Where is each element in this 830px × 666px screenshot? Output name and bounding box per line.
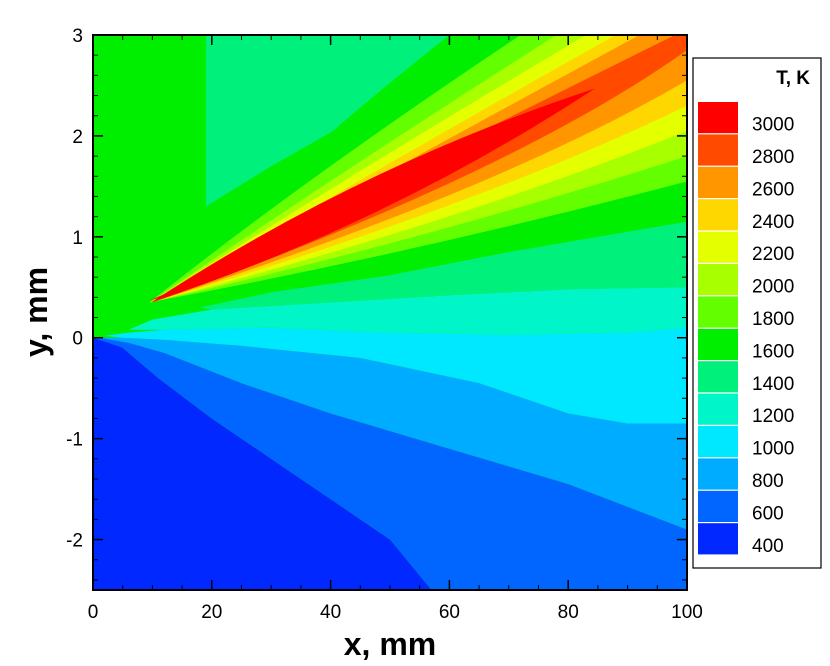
- legend: T, K 3000 2800 2600 2400 2200 2000 1800 1600 140…: [692, 57, 822, 569]
- legend-label-2800: 2800: [752, 147, 794, 168]
- legend-label-2200: 2200: [752, 244, 794, 265]
- x-tick-label: 40: [320, 602, 341, 623]
- y-tick-label: -1: [66, 430, 83, 451]
- x-tick-label: 20: [201, 602, 222, 623]
- legend-label-1200: 1200: [752, 406, 794, 427]
- legend-title: T, K: [776, 68, 810, 89]
- plot-area: [93, 35, 687, 590]
- legend-swatch-1000: [698, 426, 738, 458]
- contour-plumes: [150, 88, 595, 303]
- legend-label-1400: 1400: [752, 374, 794, 395]
- legend-swatch-2600: [698, 166, 738, 198]
- x-tick-label: 0: [88, 602, 99, 623]
- contour-region-600: [93, 337, 687, 590]
- contour-regions: [93, 35, 687, 590]
- legend-swatch-2000: [698, 264, 738, 296]
- contour-region-1400: [199, 221, 687, 310]
- x-tick-label: 80: [558, 602, 579, 623]
- y-tick-label: 3: [72, 26, 83, 47]
- legend-swatch-2400: [698, 199, 738, 231]
- x-axis-title: x, mm: [344, 626, 436, 662]
- contour-region-1000: [104, 327, 687, 424]
- legend-swatch-2800: [698, 134, 738, 166]
- legend-swatch-800: [698, 458, 738, 490]
- x-axis: 0 20 40 60 80 100: [88, 35, 703, 623]
- legend-swatch-600: [698, 490, 738, 522]
- contour-region-1200: [128, 287, 687, 335]
- x-tick-label: 100: [671, 602, 703, 623]
- legend-label-600: 600: [752, 503, 784, 524]
- legend-label-1600: 1600: [752, 341, 794, 362]
- y-tick-label: 0: [72, 329, 83, 350]
- legend-label-2000: 2000: [752, 277, 794, 298]
- legend-swatch-3000: [698, 102, 738, 134]
- y-tick-label: 2: [72, 127, 83, 148]
- legend-items: 3000 2800 2600 2400 2200 2000 1800 1600 1400 1200…: [698, 102, 794, 557]
- legend-label-2400: 2400: [752, 212, 794, 233]
- contour-region-400: [93, 337, 432, 590]
- legend-swatch-1800: [698, 296, 738, 328]
- legend-swatch-1600: [698, 328, 738, 360]
- contour-region-800: [98, 337, 687, 530]
- legend-label-400: 400: [752, 536, 784, 557]
- legend-label-1800: 1800: [752, 309, 794, 330]
- legend-label-800: 800: [752, 471, 784, 492]
- legend-label-3000: 3000: [752, 115, 794, 136]
- legend-swatch-1200: [698, 393, 738, 425]
- x-tick-label: 60: [439, 602, 460, 623]
- contour-plume-0: [151, 88, 595, 303]
- legend-label-1000: 1000: [752, 439, 794, 460]
- y-tick-label: 1: [72, 228, 83, 249]
- legend-swatch-400: [698, 523, 738, 555]
- legend-swatch-2200: [698, 231, 738, 263]
- legend-label-2600: 2600: [752, 179, 794, 200]
- y-axis: -2 -1 0 1 2 3: [66, 26, 687, 581]
- legend-swatch-1400: [698, 361, 738, 393]
- contour-plume-1: [150, 257, 272, 301]
- y-tick-label: -2: [66, 531, 83, 552]
- y-axis-title: y, mm: [18, 267, 54, 357]
